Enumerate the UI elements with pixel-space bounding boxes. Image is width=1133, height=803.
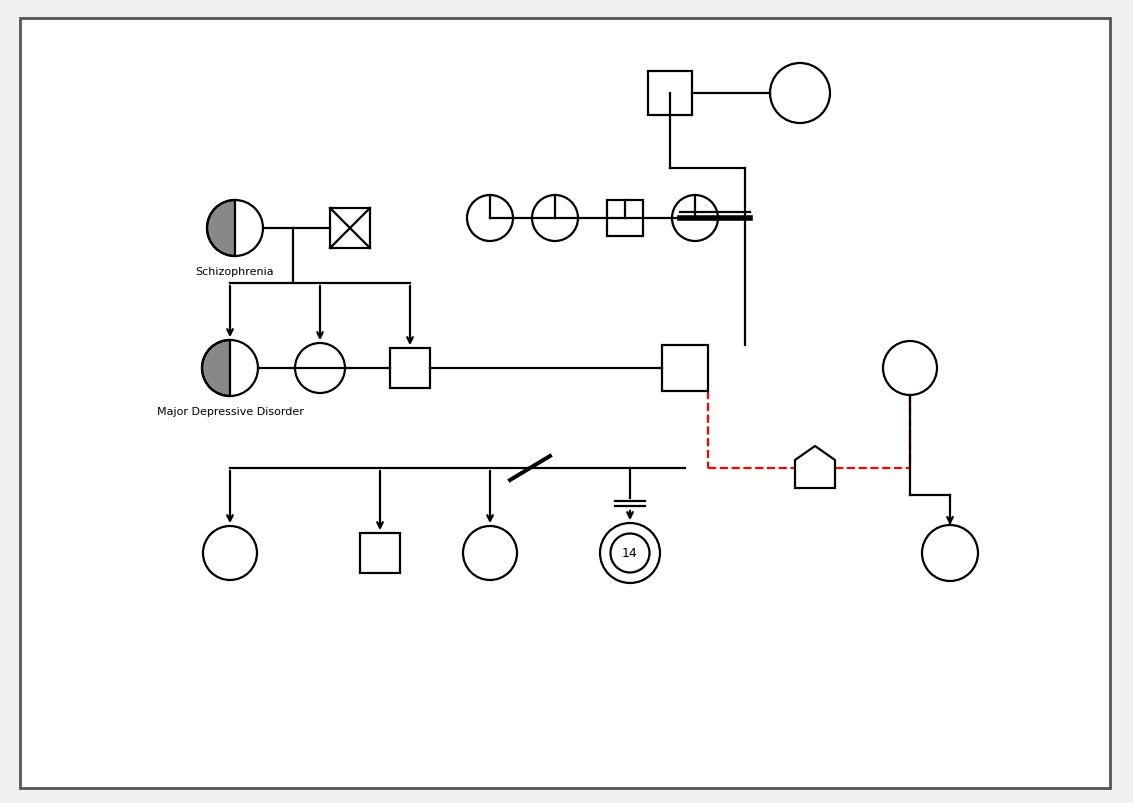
- Wedge shape: [202, 340, 230, 397]
- Bar: [360, 533, 400, 573]
- FancyBboxPatch shape: [20, 19, 1110, 788]
- Wedge shape: [207, 201, 235, 257]
- Text: Major Depressive Disorder: Major Depressive Disorder: [156, 406, 304, 417]
- Bar: [607, 201, 644, 237]
- Text: Schizophrenia: Schizophrenia: [196, 267, 274, 277]
- Bar: [390, 349, 431, 389]
- Bar: [648, 72, 692, 116]
- Bar: [330, 209, 370, 249]
- Text: 14: 14: [622, 547, 638, 560]
- Bar: [662, 345, 708, 392]
